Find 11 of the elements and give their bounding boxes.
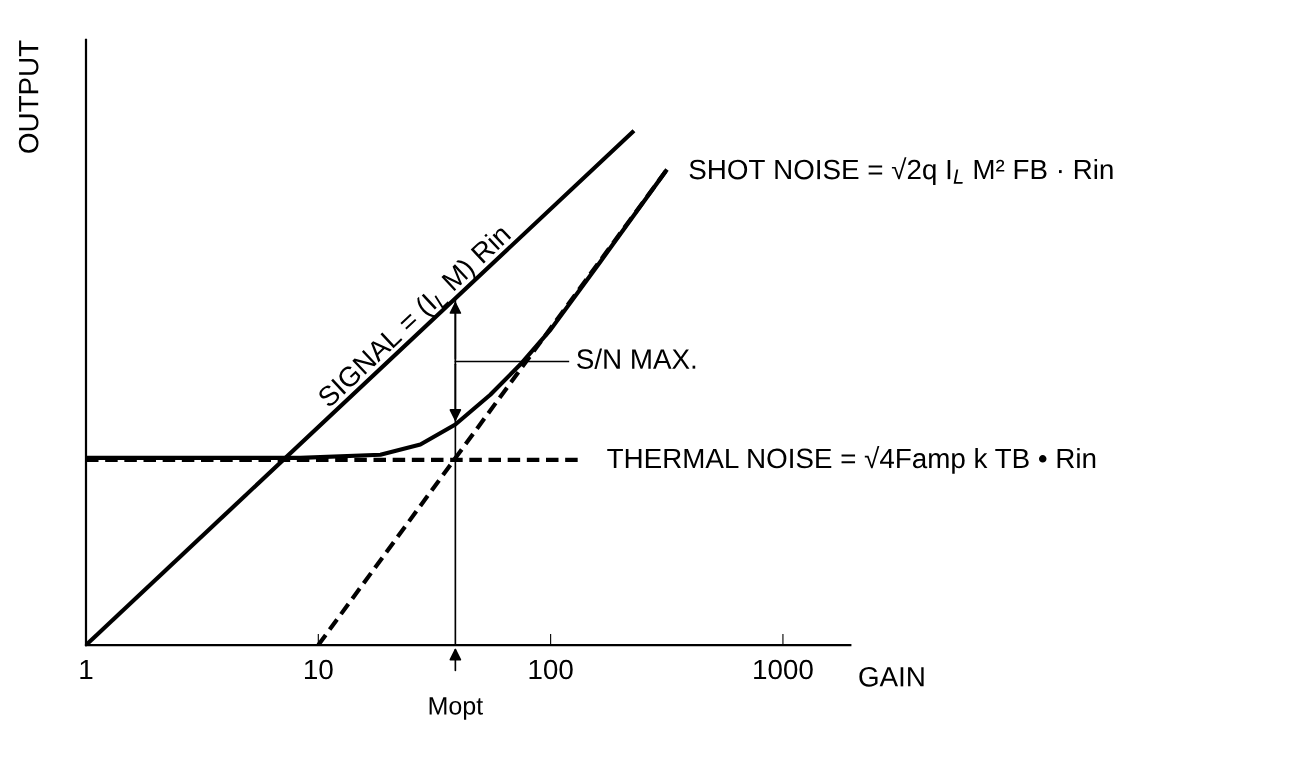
series-label: SHOT NOISE = √2q I$_{L}$ M² FB · Rin	[689, 157, 1113, 185]
x-tick-label: 1000	[754, 659, 813, 680]
annotation: S/N MAX.	[577, 348, 696, 369]
series-label: THERMAL NOISE = √4Famp k TB • Rin	[607, 446, 1096, 474]
x-tick-label: 100	[529, 659, 573, 680]
y-axis-title: OUTPUT	[18, 40, 39, 153]
annotation: Mopt	[429, 697, 483, 720]
x-tick-label: 1	[80, 659, 93, 680]
x-tick-label: 10	[304, 659, 333, 680]
text: SIGNAL = (I$_{L}$ M) Rin	[315, 223, 516, 413]
x-axis-title: GAIN	[859, 666, 924, 687]
